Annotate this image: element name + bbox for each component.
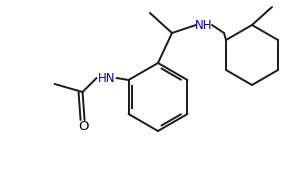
Text: O: O <box>78 120 89 134</box>
Text: HN: HN <box>98 71 115 85</box>
Text: NH: NH <box>195 18 213 31</box>
